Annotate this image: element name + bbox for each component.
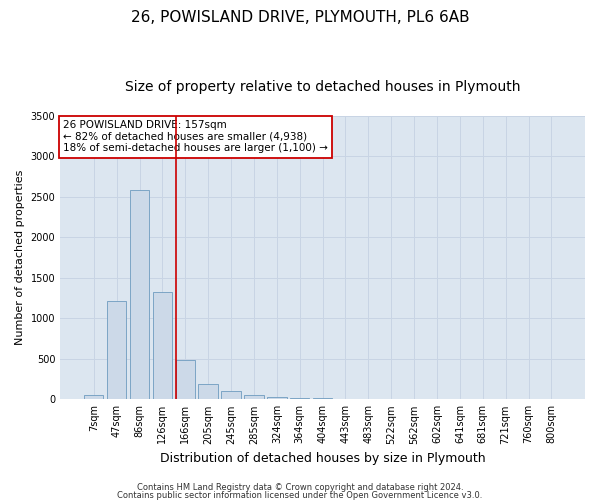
Bar — [199, 384, 218, 400]
Bar — [152, 292, 172, 400]
Text: Contains public sector information licensed under the Open Government Licence v3: Contains public sector information licen… — [118, 490, 482, 500]
Bar — [221, 391, 241, 400]
X-axis label: Distribution of detached houses by size in Plymouth: Distribution of detached houses by size … — [160, 452, 485, 465]
Y-axis label: Number of detached properties: Number of detached properties — [15, 170, 25, 346]
Bar — [267, 398, 287, 400]
Bar — [244, 396, 263, 400]
Bar — [84, 396, 103, 400]
Text: Contains HM Land Registry data © Crown copyright and database right 2024.: Contains HM Land Registry data © Crown c… — [137, 484, 463, 492]
Bar — [107, 300, 127, 400]
Title: Size of property relative to detached houses in Plymouth: Size of property relative to detached ho… — [125, 80, 520, 94]
Bar — [130, 190, 149, 400]
Text: 26 POWISLAND DRIVE: 157sqm
← 82% of detached houses are smaller (4,938)
18% of s: 26 POWISLAND DRIVE: 157sqm ← 82% of deta… — [63, 120, 328, 154]
Text: 26, POWISLAND DRIVE, PLYMOUTH, PL6 6AB: 26, POWISLAND DRIVE, PLYMOUTH, PL6 6AB — [131, 10, 469, 25]
Bar — [176, 360, 195, 400]
Bar — [290, 398, 310, 400]
Bar — [313, 398, 332, 400]
